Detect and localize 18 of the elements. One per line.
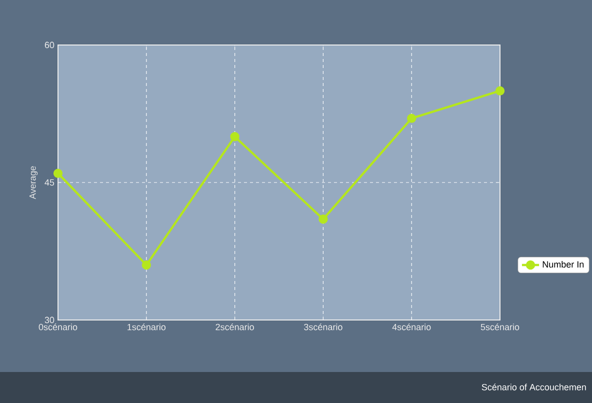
x-tick-label: 3scénario bbox=[304, 324, 342, 330]
y-tick-label: 60 bbox=[44, 42, 54, 48]
x-tick-label: 4scénario bbox=[392, 324, 431, 330]
legend-label: Number In bbox=[542, 260, 584, 268]
x-tick-label: 5scénario bbox=[480, 324, 520, 330]
point bbox=[230, 132, 240, 142]
y-axis-title: Average bbox=[30, 166, 38, 200]
text: Scénario of Accouchemen bbox=[482, 384, 586, 390]
y-tick-label: 45 bbox=[44, 179, 54, 186]
y-tick-label: 30 bbox=[44, 316, 54, 324]
point bbox=[142, 260, 152, 270]
x-tick-label: 1scénario bbox=[128, 324, 166, 330]
point bbox=[318, 214, 328, 224]
x-tick-label: 0scénario bbox=[38, 324, 78, 330]
point bbox=[495, 86, 505, 96]
point bbox=[53, 168, 63, 178]
x-tick-label: 2scénario bbox=[216, 324, 254, 330]
point bbox=[406, 114, 416, 123]
